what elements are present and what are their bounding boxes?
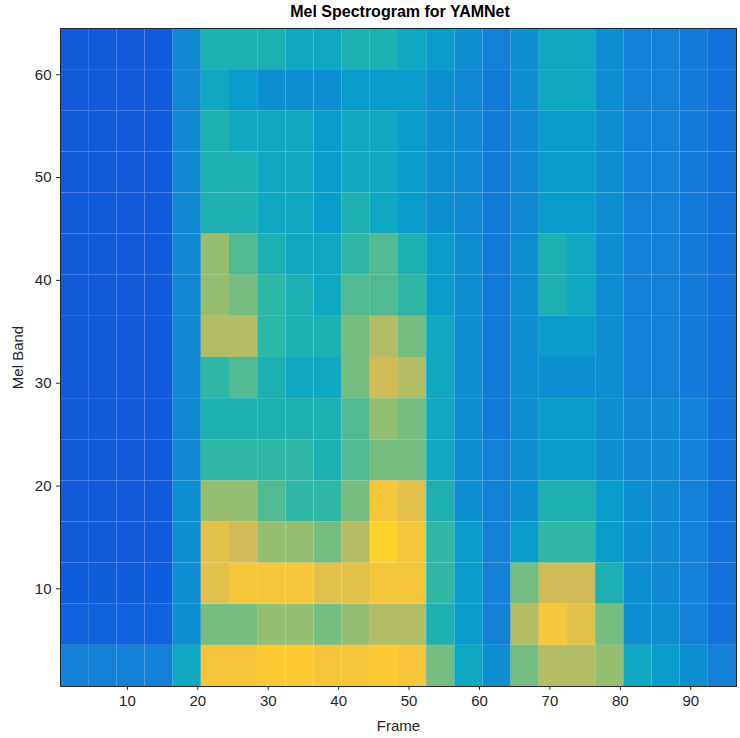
svg-text:40: 40 <box>35 271 52 288</box>
svg-text:10: 10 <box>35 580 52 597</box>
svg-text:50: 50 <box>401 692 418 709</box>
svg-text:80: 80 <box>612 692 629 709</box>
svg-text:70: 70 <box>542 692 559 709</box>
svg-text:60: 60 <box>471 692 488 709</box>
svg-text:40: 40 <box>330 692 347 709</box>
svg-text:20: 20 <box>189 692 206 709</box>
svg-text:50: 50 <box>35 168 52 185</box>
svg-text:Frame: Frame <box>377 717 420 734</box>
svg-text:90: 90 <box>682 692 699 709</box>
svg-text:10: 10 <box>119 692 136 709</box>
svg-text:30: 30 <box>260 692 277 709</box>
svg-text:30: 30 <box>35 374 52 391</box>
html-text:Mel Spectrogram for YAMNet: Mel Spectrogram for YAMNet <box>290 3 510 20</box>
svg-text:60: 60 <box>35 66 52 83</box>
svg-text:20: 20 <box>35 477 52 494</box>
svg-text:Mel Band: Mel Band <box>9 326 26 389</box>
